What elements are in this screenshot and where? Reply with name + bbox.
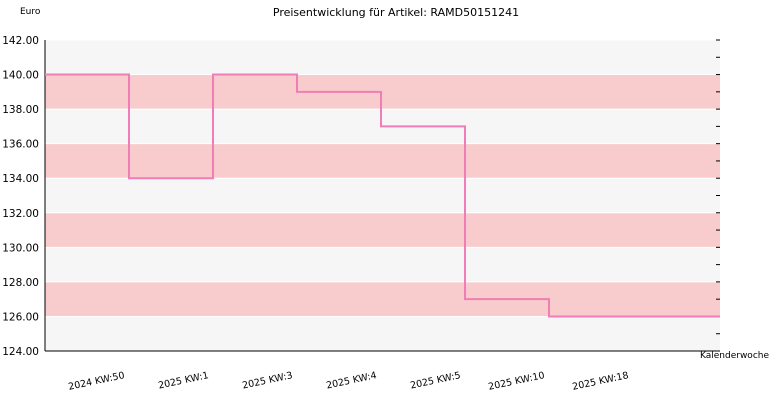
band-5 (45, 143, 720, 179)
y-tick-label: 130.00 (2, 242, 39, 254)
y-tick-label: 126.00 (2, 311, 39, 323)
band-4 (45, 178, 720, 213)
band-2 (45, 247, 720, 282)
x-tick-label: 2025 KW:4 (325, 370, 377, 391)
x-tick-label: 2025 KW:1 (157, 370, 209, 391)
axes (44, 40, 720, 352)
y-tick-label: 136.00 (2, 139, 39, 151)
band-1 (45, 281, 720, 317)
y-tick-label: 134.00 (2, 173, 39, 185)
x-tick-label: 2024 KW:50 (67, 370, 125, 393)
y-tick-labels: 124.00 126.00 128.00 130.00 132.00 134.00 136.… (2, 35, 39, 358)
band-7 (45, 74, 720, 110)
y-tick-label: 132.00 (2, 208, 39, 220)
x-tick-label: 2025 KW:10 (487, 370, 545, 393)
band-8 (45, 40, 720, 75)
band-0 (45, 316, 720, 351)
background-bands (45, 40, 720, 351)
x-axis-label: Kalenderwoche (700, 351, 769, 361)
chart-title: Preisentwicklung für Artikel: RAMD501512… (273, 6, 519, 19)
x-tick-label: 2025 KW:5 (409, 370, 461, 391)
y-axis-label: Euro (20, 7, 41, 17)
y-tick-label: 138.00 (2, 104, 39, 116)
x-tick-labels: 2024 KW:50 2025 KW:1 2025 KW:3 2025 KW:4 202… (67, 370, 629, 393)
price-series-line (45, 73, 720, 318)
x-tick-label: 2025 KW:3 (241, 370, 293, 391)
y-tick-label: 140.00 (2, 70, 39, 82)
y-tick-label: 142.00 (2, 35, 39, 47)
y-tick-label: 124.00 (2, 346, 39, 358)
band-3 (45, 212, 720, 248)
x-tick-label: 2025 KW:18 (571, 370, 629, 393)
gridlines (45, 39, 720, 352)
y-tick-label: 128.00 (2, 277, 39, 289)
